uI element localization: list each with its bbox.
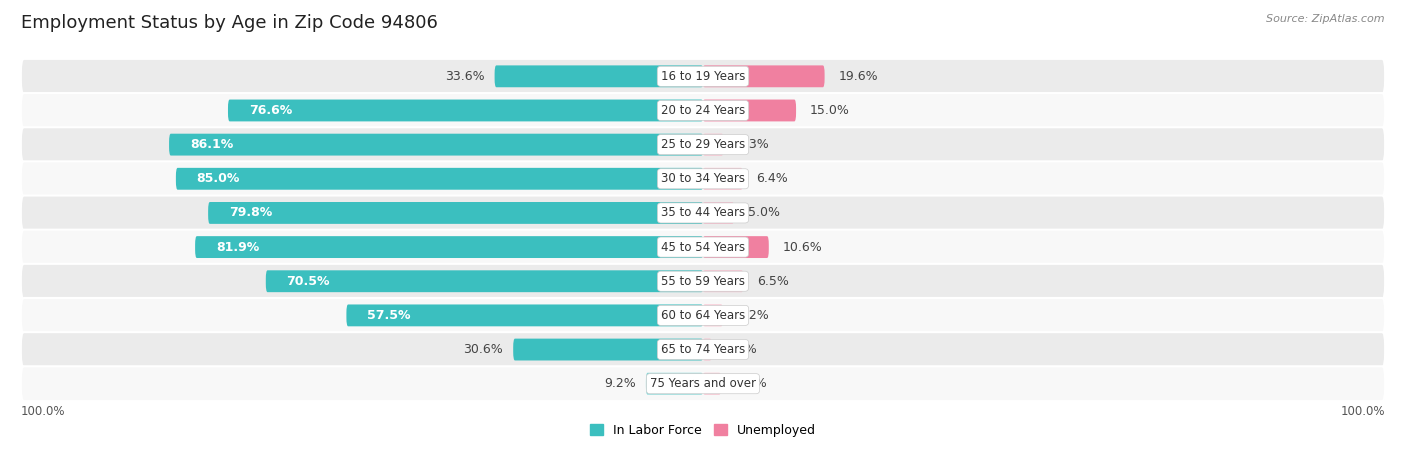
FancyBboxPatch shape: [703, 339, 711, 360]
Text: 79.8%: 79.8%: [229, 207, 273, 220]
Text: 81.9%: 81.9%: [217, 240, 259, 253]
Text: 19.6%: 19.6%: [838, 70, 877, 83]
Text: 70.5%: 70.5%: [287, 275, 330, 288]
Text: 55 to 59 Years: 55 to 59 Years: [661, 275, 745, 288]
Text: 86.1%: 86.1%: [190, 138, 233, 151]
FancyBboxPatch shape: [21, 196, 1385, 230]
FancyBboxPatch shape: [703, 270, 744, 292]
FancyBboxPatch shape: [21, 264, 1385, 299]
FancyBboxPatch shape: [21, 59, 1385, 94]
FancyBboxPatch shape: [703, 304, 723, 327]
Text: 85.0%: 85.0%: [197, 172, 240, 185]
Text: 20 to 24 Years: 20 to 24 Years: [661, 104, 745, 117]
FancyBboxPatch shape: [703, 373, 721, 395]
Text: 15.0%: 15.0%: [810, 104, 849, 117]
FancyBboxPatch shape: [169, 133, 703, 156]
FancyBboxPatch shape: [703, 100, 796, 121]
Text: 75 Years and over: 75 Years and over: [650, 377, 756, 390]
Text: 33.6%: 33.6%: [444, 70, 484, 83]
Text: 57.5%: 57.5%: [367, 309, 411, 322]
Text: 3.2%: 3.2%: [737, 309, 768, 322]
FancyBboxPatch shape: [228, 100, 703, 121]
FancyBboxPatch shape: [21, 93, 1385, 128]
FancyBboxPatch shape: [703, 133, 724, 156]
Text: 60 to 64 Years: 60 to 64 Years: [661, 309, 745, 322]
Text: 65 to 74 Years: 65 to 74 Years: [661, 343, 745, 356]
FancyBboxPatch shape: [21, 332, 1385, 367]
Text: 100.0%: 100.0%: [1340, 405, 1385, 418]
Text: 9.2%: 9.2%: [603, 377, 636, 390]
FancyBboxPatch shape: [703, 236, 769, 258]
FancyBboxPatch shape: [495, 65, 703, 87]
Legend: In Labor Force, Unemployed: In Labor Force, Unemployed: [585, 419, 821, 442]
FancyBboxPatch shape: [21, 230, 1385, 264]
Text: 30.6%: 30.6%: [463, 343, 503, 356]
FancyBboxPatch shape: [195, 236, 703, 258]
FancyBboxPatch shape: [176, 168, 703, 190]
Text: 10.6%: 10.6%: [783, 240, 823, 253]
Text: 16 to 19 Years: 16 to 19 Years: [661, 70, 745, 83]
Text: 6.4%: 6.4%: [756, 172, 789, 185]
Text: 2.9%: 2.9%: [735, 377, 766, 390]
Text: Source: ZipAtlas.com: Source: ZipAtlas.com: [1267, 14, 1385, 23]
Text: 76.6%: 76.6%: [249, 104, 292, 117]
Text: 30 to 34 Years: 30 to 34 Years: [661, 172, 745, 185]
Text: 25 to 29 Years: 25 to 29 Years: [661, 138, 745, 151]
Text: 35 to 44 Years: 35 to 44 Years: [661, 207, 745, 220]
FancyBboxPatch shape: [703, 168, 742, 190]
FancyBboxPatch shape: [346, 304, 703, 327]
FancyBboxPatch shape: [21, 366, 1385, 401]
FancyBboxPatch shape: [513, 339, 703, 360]
Text: 3.3%: 3.3%: [737, 138, 769, 151]
Text: Employment Status by Age in Zip Code 94806: Employment Status by Age in Zip Code 948…: [21, 14, 437, 32]
Text: 5.0%: 5.0%: [748, 207, 780, 220]
FancyBboxPatch shape: [645, 373, 703, 395]
FancyBboxPatch shape: [21, 298, 1385, 333]
Text: 45 to 54 Years: 45 to 54 Years: [661, 240, 745, 253]
FancyBboxPatch shape: [703, 65, 824, 87]
Text: 100.0%: 100.0%: [21, 405, 66, 418]
Text: 1.4%: 1.4%: [725, 343, 758, 356]
FancyBboxPatch shape: [266, 270, 703, 292]
FancyBboxPatch shape: [703, 202, 734, 224]
FancyBboxPatch shape: [21, 161, 1385, 196]
Text: 6.5%: 6.5%: [756, 275, 789, 288]
FancyBboxPatch shape: [21, 127, 1385, 162]
FancyBboxPatch shape: [208, 202, 703, 224]
